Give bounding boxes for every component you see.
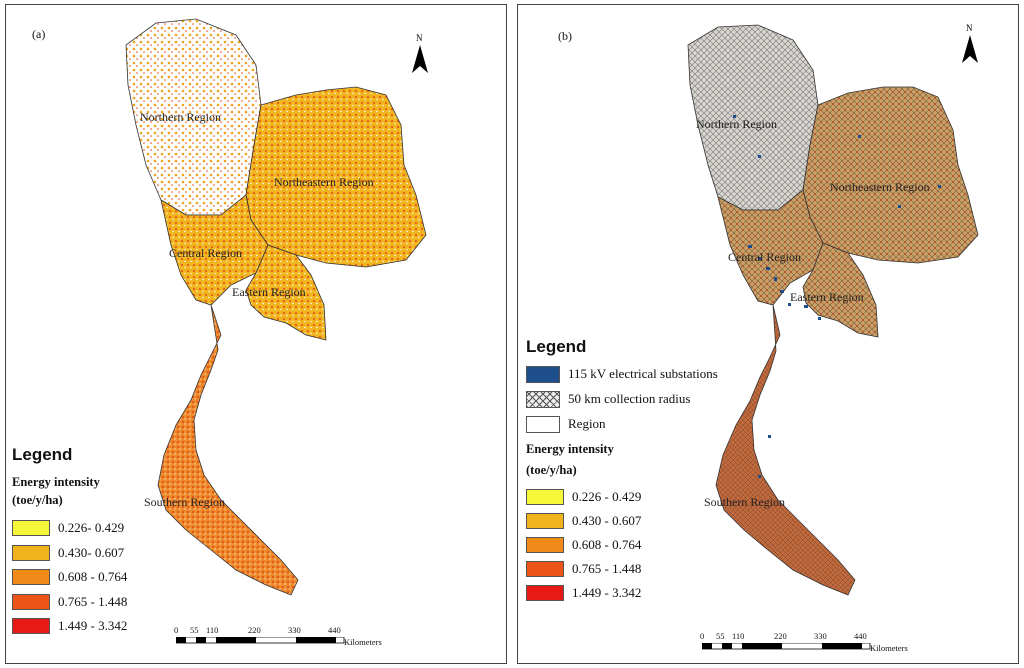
legend-subtitle: Energy intensity — [526, 442, 614, 456]
north-label: N — [966, 23, 973, 33]
legend-class-label: 0.226 - 0.429 — [572, 489, 642, 504]
legend-title: Legend — [526, 337, 587, 356]
region-swatch — [526, 415, 560, 433]
region-label-northern: Northern Region — [696, 117, 777, 131]
legend-swatch — [12, 618, 50, 634]
region-label-central: Central Region — [169, 246, 242, 260]
legend-unit: (toe/y/ha) — [12, 493, 63, 507]
legend-class-label: 1.449 - 3.342 — [58, 618, 128, 633]
legend-class-label: 0.608 - 0.764 — [572, 537, 642, 552]
legend-class-row: 0.226 - 0.429 — [526, 488, 641, 506]
legend-swatch — [526, 585, 564, 601]
scale-tick-55: 55 — [716, 631, 725, 641]
scale-tick-0: 0 — [700, 631, 705, 641]
legend-swatch — [526, 513, 564, 529]
collection-radius-swatch — [526, 390, 560, 408]
legend-class-row: 0.765 - 1.448 — [526, 560, 641, 578]
north-arrow-icon: N — [408, 33, 432, 73]
legend-swatch — [12, 593, 50, 610]
region-label-central: Central Region — [728, 250, 801, 264]
scale-tick-330: 330 — [288, 625, 301, 635]
scale-tick-110: 110 — [732, 631, 745, 641]
legend-swatch — [526, 537, 564, 553]
legend-class-row: 0.226- 0.429 — [12, 519, 124, 537]
scale-tick-220: 220 — [248, 625, 261, 635]
panel-label: (a) — [32, 27, 46, 41]
scale-bar: 0 55 110 220 330 440 Kilometers — [700, 631, 940, 655]
legend-subtitle: Energy intensity — [12, 475, 100, 489]
legend-class-label: 0.430 - 0.607 — [572, 513, 642, 528]
legend-class-row: 1.449 - 3.342 — [526, 584, 641, 602]
legend-item-label: 50 km collection radius — [568, 391, 691, 406]
north-label: N — [416, 33, 423, 43]
legend-class-label: 0.608 - 0.764 — [58, 569, 128, 584]
legend-class-label: 0.430- 0.607 — [58, 544, 125, 560]
panel-label: (b) — [558, 29, 572, 43]
map-panel-a: (a) N — [5, 4, 507, 664]
legend-class-row: 0.608 - 0.764 — [12, 568, 127, 586]
region-label-northeastern: Northeastern Region — [274, 175, 374, 189]
scale-tick-55: 55 — [190, 625, 199, 635]
legend-title: Legend — [12, 445, 73, 464]
legend-class-label: 0.765 - 1.448 — [58, 593, 128, 609]
region-label-southern: Southern Region — [704, 495, 785, 509]
region-label-southern: Southern Region — [144, 495, 225, 509]
thailand-map-a — [125, 18, 427, 596]
legend-swatch — [12, 544, 50, 561]
legend-class-label: 1.449 - 3.342 — [572, 585, 642, 600]
legend-swatch — [12, 520, 50, 536]
scale-tick-440: 440 — [328, 625, 341, 635]
legend-item-label: 115 kV electrical substations — [568, 366, 718, 381]
scale-tick-440: 440 — [854, 631, 867, 641]
scale-tick-330: 330 — [814, 631, 827, 641]
scale-bar: 0 55 110 220 330 440 Kilometers — [174, 625, 414, 649]
region-label-northern: Northern Region — [140, 110, 221, 124]
legend-swatch — [12, 569, 50, 585]
legend-class-label: 0.765 - 1.448 — [572, 561, 642, 576]
legend-item-substations: 115 kV electrical substations — [526, 365, 718, 383]
legend-swatch — [526, 561, 564, 577]
legend-item-collection-radius: 50 km collection radius — [526, 390, 690, 408]
scale-tick-220: 220 — [774, 631, 787, 641]
legend-class-row: 1.449 - 3.342 — [12, 617, 127, 635]
substation-swatch — [526, 365, 560, 383]
legend-class-row: 0.765 - 1.448 — [12, 593, 127, 611]
scale-tick-0: 0 — [174, 625, 179, 635]
legend-swatch — [526, 489, 564, 505]
legend-class-row: 0.430- 0.607 — [12, 544, 124, 562]
legend-item-region: Region — [526, 415, 606, 433]
region-label-northeastern: Northeastern Region — [830, 180, 930, 194]
scale-unit: Kilometers — [870, 643, 908, 653]
legend-unit: (toe/y/ha) — [526, 463, 577, 477]
legend-class-row: 0.608 - 0.764 — [526, 536, 641, 554]
north-arrow-icon: N — [958, 23, 982, 63]
scale-tick-110: 110 — [206, 625, 219, 635]
legend-item-label: Region — [568, 416, 606, 431]
thailand-map-b — [687, 24, 979, 596]
legend-class-row: 0.430 - 0.607 — [526, 512, 641, 530]
map-panel-b: (b) N — [517, 4, 1019, 664]
region-label-eastern: Eastern Region — [790, 290, 864, 304]
scale-unit: Kilometers — [344, 637, 382, 647]
region-label-eastern: Eastern Region — [232, 285, 306, 299]
legend-class-label: 0.226- 0.429 — [58, 520, 125, 535]
